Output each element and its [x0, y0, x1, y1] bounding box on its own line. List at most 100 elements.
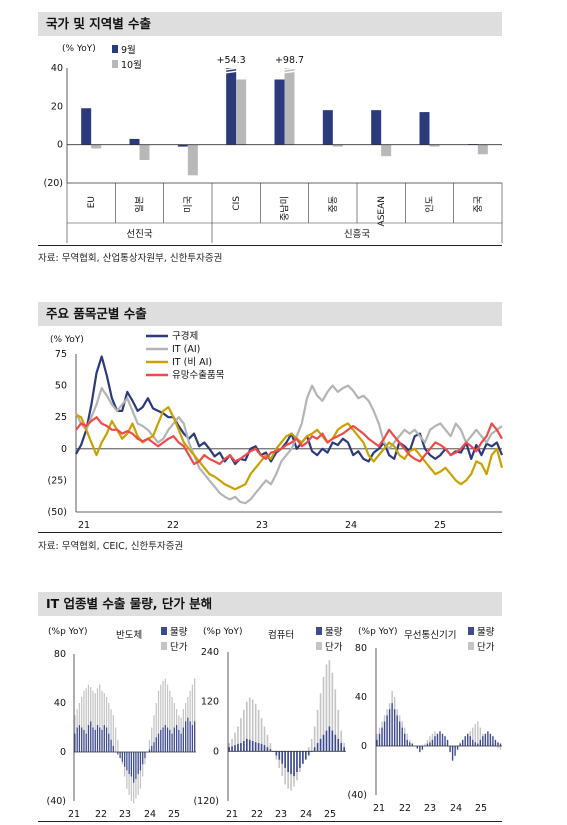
y-tick-label: (20) [43, 178, 63, 189]
bar-volume-0 [228, 747, 230, 752]
bar-volume-16 [416, 746, 419, 749]
bar-price-36 [334, 689, 337, 752]
bar-volume-41 [166, 727, 169, 752]
bar-volume-37 [157, 733, 160, 752]
x-tick-label: 미국 [183, 196, 194, 213]
bar-price-3 [237, 726, 239, 752]
bar-volume-36 [334, 734, 337, 752]
bar-oct-5 [332, 144, 343, 147]
bar-price-38 [160, 684, 162, 752]
x-tick-label: 중남미 [280, 196, 291, 221]
bar-sep-0 [81, 108, 92, 145]
bar-price-39 [162, 680, 164, 752]
x-tick-label: 23 [256, 520, 268, 531]
bar-volume-25 [439, 731, 441, 746]
bar-volume-44 [173, 727, 175, 752]
bar-volume-45 [175, 725, 178, 752]
legend-label-0: 구경제 [172, 330, 198, 342]
bar-volume-21 [429, 742, 431, 746]
bar-volume-10 [401, 727, 403, 746]
bar-volume-16 [110, 739, 112, 752]
bar-price-16 [110, 709, 112, 752]
bar-sep-1 [129, 138, 140, 145]
x-tick-label: 중동 [328, 196, 339, 213]
bar-volume-9 [398, 721, 401, 746]
bar-volume-4 [240, 743, 242, 752]
bar-price-5 [243, 709, 245, 752]
bar-volume-17 [112, 745, 114, 752]
bar-price-1 [231, 738, 233, 752]
legend-swatch-1 [161, 642, 167, 650]
x-tick-label: 22 [251, 809, 263, 820]
bar-price-43 [171, 696, 173, 752]
bar-volume-5 [388, 709, 391, 746]
bar-volume-6 [246, 738, 248, 752]
bar-volume-38 [160, 729, 162, 752]
bar-price-35 [153, 715, 155, 752]
x-tick-label: 24 [345, 520, 357, 531]
bar-volume-14 [269, 749, 272, 752]
divider [38, 245, 502, 246]
x-tick-label: 21 [373, 803, 385, 814]
y-tick-label: 25 [55, 412, 67, 423]
x-tick-label: CIS [232, 196, 242, 211]
bar-volume-14 [105, 727, 108, 752]
bar-price-32 [322, 676, 325, 752]
y-tick-label: 0 [213, 746, 219, 757]
bar-price-29 [313, 726, 316, 752]
bar-volume-38 [472, 739, 474, 746]
bar-volume-6 [87, 725, 90, 752]
bar-price-3 [81, 696, 83, 752]
y-tick-label: 50 [55, 381, 67, 392]
bar-price-11 [260, 718, 263, 752]
bar-volume-48 [497, 742, 499, 746]
y-tick-label: 120 [201, 697, 219, 708]
bar-volume-27 [444, 736, 446, 746]
bar-volume-25 [302, 751, 304, 764]
bar-volume-49 [499, 743, 502, 746]
bar-oct-3 [236, 79, 247, 145]
legend-label-0: 물량 [477, 626, 495, 638]
bar-price-36 [155, 703, 157, 752]
bar-volume-30 [451, 746, 454, 761]
panel-title: 반도체 [116, 630, 142, 641]
bar-volume-26 [441, 733, 444, 746]
bar-volume-40 [477, 743, 479, 746]
bar-volume-37 [469, 736, 471, 746]
legend-swatch-0 [112, 45, 118, 53]
bar-oct-6 [381, 144, 392, 157]
bar-price-21 [429, 736, 431, 746]
bar-volume-35 [153, 742, 155, 752]
bar-volume-2 [234, 745, 236, 752]
y-tick-label: 0 [61, 444, 67, 455]
bar-price-27 [307, 747, 310, 752]
x-tick-label: 23 [424, 803, 436, 814]
bar-volume-24 [299, 751, 301, 768]
bar-volume-5 [243, 740, 245, 752]
bar-volume-39 [162, 727, 164, 752]
legend-label-0: 물량 [325, 626, 343, 638]
bar-volume-34 [328, 726, 331, 752]
bar-volume-33 [459, 743, 461, 746]
bar-volume-11 [404, 733, 406, 746]
bar-volume-12 [263, 745, 266, 752]
legend-swatch-1 [112, 60, 118, 68]
x-tick-label: 25 [475, 803, 487, 814]
bar-volume-3 [81, 727, 83, 752]
section-title-export-region: 국가 및 지역별 수출 [38, 12, 502, 36]
bar-volume-13 [266, 747, 269, 752]
y-tick-label: 20 [51, 101, 63, 112]
x-tick-label: 23 [275, 809, 287, 820]
bar-price-33 [325, 664, 328, 752]
x-tick-label: 21 [226, 809, 238, 820]
bar-price-13 [103, 693, 105, 752]
y-tick-label: 40 [54, 698, 66, 709]
x-tick-label: 일본 [135, 196, 146, 213]
bar-volume-18 [421, 746, 424, 750]
break-mark [224, 67, 239, 74]
bar-volume-46 [178, 729, 180, 752]
bar-volume-15 [108, 733, 110, 752]
y-tick-label: (40) [46, 796, 66, 807]
group-label-1: 신흥국 [344, 228, 370, 240]
bar-volume-52 [191, 725, 194, 752]
